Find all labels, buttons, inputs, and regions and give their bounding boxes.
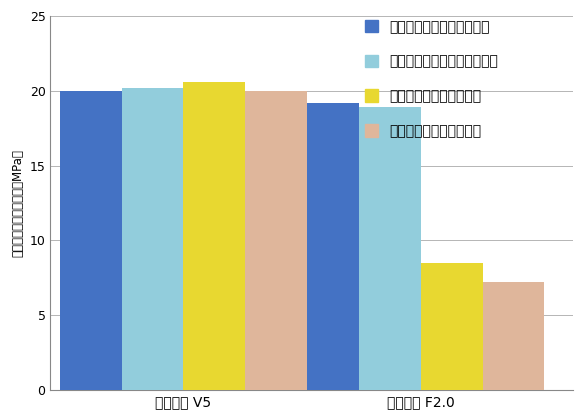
Bar bbox=[421, 263, 482, 390]
Y-axis label: 歯質に対する接着強度（MPa）: 歯質に対する接着強度（MPa） bbox=[11, 149, 24, 257]
Bar bbox=[359, 108, 421, 390]
Bar bbox=[245, 91, 307, 390]
Bar bbox=[297, 103, 359, 390]
Bar bbox=[121, 88, 183, 390]
Bar bbox=[482, 282, 544, 390]
Bar bbox=[60, 91, 121, 390]
Bar bbox=[183, 82, 245, 390]
Legend: 引張強度（牛歯エナメル）, 剪断強度（牛歯エナメル質）, 引張強度（牛歯象牙質）, 剪断強度（牛歯象牙質）: 引張強度（牛歯エナメル）, 剪断強度（牛歯エナメル質）, 引張強度（牛歯象牙質）… bbox=[360, 16, 503, 142]
